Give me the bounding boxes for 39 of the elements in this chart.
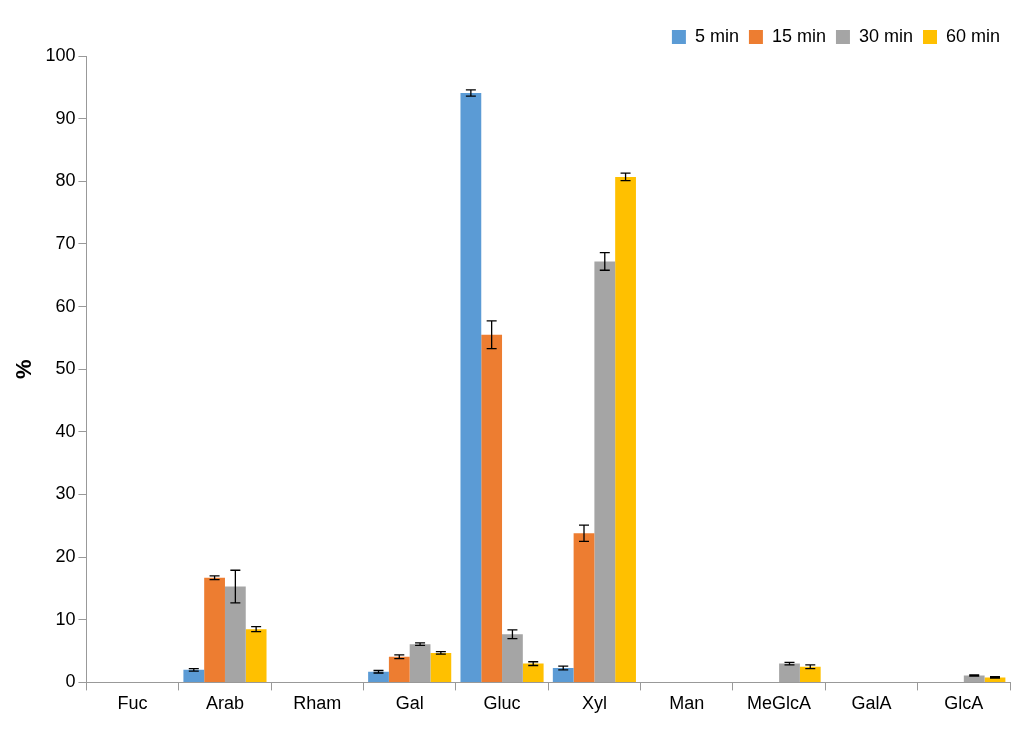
y-tick-label: 50 — [55, 358, 76, 379]
x-tick-label: Gluc — [483, 693, 521, 714]
bar — [245, 629, 267, 682]
x-tick-label: Man — [669, 693, 705, 714]
y-tick-label: 30 — [55, 483, 76, 504]
bar — [522, 663, 544, 682]
x-tick-label: Fuc — [117, 693, 148, 714]
x-tick-label: GlcA — [944, 693, 984, 714]
bar — [204, 577, 225, 682]
legend-label: 5 min — [694, 25, 739, 46]
legend-label: 15 min — [771, 25, 826, 46]
x-tick-label: Rham — [293, 693, 342, 714]
bar — [460, 92, 482, 682]
x-tick-label: GalA — [851, 693, 892, 714]
y-tick-label: 60 — [55, 295, 76, 316]
y-tick-label: 90 — [55, 107, 76, 128]
y-tick-label: 10 — [55, 608, 76, 629]
y-tick-label: 80 — [55, 170, 76, 191]
bar — [481, 334, 503, 682]
bar — [552, 667, 574, 682]
bar — [799, 666, 821, 682]
x-tick-label: Arab — [205, 693, 244, 714]
y-tick-label: 20 — [55, 546, 76, 567]
y-tick-label: 40 — [55, 420, 76, 441]
x-tick-label: MeGlcA — [747, 693, 812, 714]
x-tick-label: Xyl — [581, 693, 607, 714]
bar — [615, 176, 636, 682]
bar — [388, 656, 410, 682]
bar — [368, 671, 389, 682]
legend-label: 30 min — [858, 25, 913, 46]
y-tick-label: 0 — [65, 671, 76, 692]
x-tick-label: Gal — [395, 693, 424, 714]
bar — [573, 533, 595, 682]
y-tick-label: 100 — [45, 44, 76, 65]
bar — [183, 669, 205, 682]
legend-label: 60 min — [945, 25, 1000, 46]
y-axis-title: % — [11, 359, 37, 379]
bar — [430, 652, 452, 682]
y-tick-label: 70 — [55, 232, 76, 253]
